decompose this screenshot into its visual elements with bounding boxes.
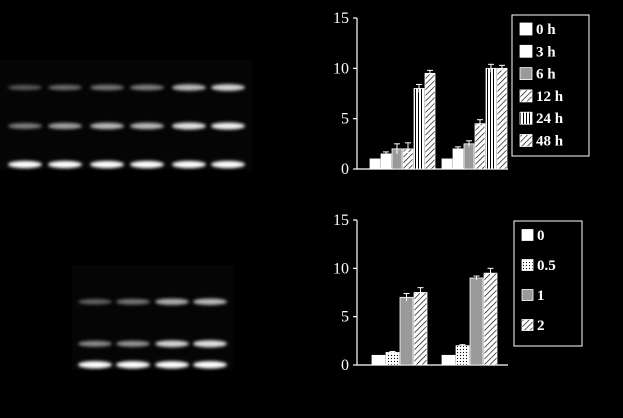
legend-label: 12 h [536,89,564,105]
blot-band [172,160,206,169]
bar-chart-dose: 0 5 10 15 0 0.5 1 2 [333,212,583,374]
legend-swatch [519,89,533,103]
bar [424,72,436,170]
legend-swatch [521,229,534,241]
bar [369,158,381,170]
blot-band [116,340,150,347]
blot-band [211,84,245,91]
blot-band [48,122,82,130]
bar [474,123,486,170]
bar [496,67,508,170]
legend-label: 3 h [536,44,556,60]
legend-label: 0 h [536,22,556,38]
bar [413,292,428,366]
blot-band [8,160,42,169]
bar [469,277,484,366]
blot-band [90,122,124,130]
blot-band [211,160,245,169]
blot-band [155,340,189,348]
bar [441,158,453,170]
y-tick-label: 0 [341,161,349,178]
blot-band [172,84,206,91]
y-tick-label: 5 [341,309,349,326]
legend-swatch [519,44,533,58]
legend-label: 48 h [536,134,564,150]
blot-band [130,160,164,169]
legend-swatch [519,134,533,147]
bar [485,67,497,170]
blot-band [90,160,124,169]
blot-band [116,298,150,305]
y-tick-label: 5 [341,111,349,128]
bar-chart-time-course: 0 5 10 15 0 h 3 h 6 h 12 h 24 h 48 h [333,10,590,178]
blot-band [193,340,227,348]
legend-swatch [519,22,533,36]
bar [483,272,498,366]
western-blot-bottom [72,265,234,370]
legend-label: 1 [537,288,545,304]
blot-background [0,60,252,170]
y-tick-label: 10 [333,260,349,277]
blot-band [48,84,82,91]
bar [463,143,475,170]
y-tick-label: 15 [333,212,349,229]
blot-band [8,123,42,129]
blot-band [130,84,164,91]
bar [452,148,464,170]
bar [399,296,414,366]
blot-band [172,122,206,130]
y-tick-label: 10 [333,60,349,77]
blot-band [155,298,189,305]
blot-band [211,122,245,130]
blot-band [130,122,164,130]
y-tick-label: 15 [333,10,349,27]
legend-swatch [521,319,534,331]
legend-swatch [521,259,534,271]
blot-band [193,361,227,369]
legend-box [511,14,590,157]
legend-swatch [521,289,534,301]
legend-swatch [519,111,533,125]
blot-band [116,361,150,369]
legend-label: 0.5 [537,258,556,274]
bar [441,354,456,366]
blot-band [90,84,124,91]
western-blot-top [0,60,252,170]
y-tick-label: 0 [341,357,349,374]
legend-label: 2 [537,318,545,334]
blot-band [193,298,227,305]
blot-band [78,340,112,347]
legend-label: 6 h [536,67,556,83]
blot-background [72,265,234,370]
bar [455,345,470,366]
bar [385,352,400,366]
legend-label: 24 h [536,111,564,127]
blot-band [8,84,42,91]
legend-label: 0 [537,228,545,244]
legend-swatch [519,67,533,80]
blot-band [78,361,112,369]
blot-band [155,361,189,369]
bar [371,354,386,366]
blot-band [78,299,112,305]
bar [413,88,425,170]
blot-band [48,160,82,169]
bar [380,153,392,170]
